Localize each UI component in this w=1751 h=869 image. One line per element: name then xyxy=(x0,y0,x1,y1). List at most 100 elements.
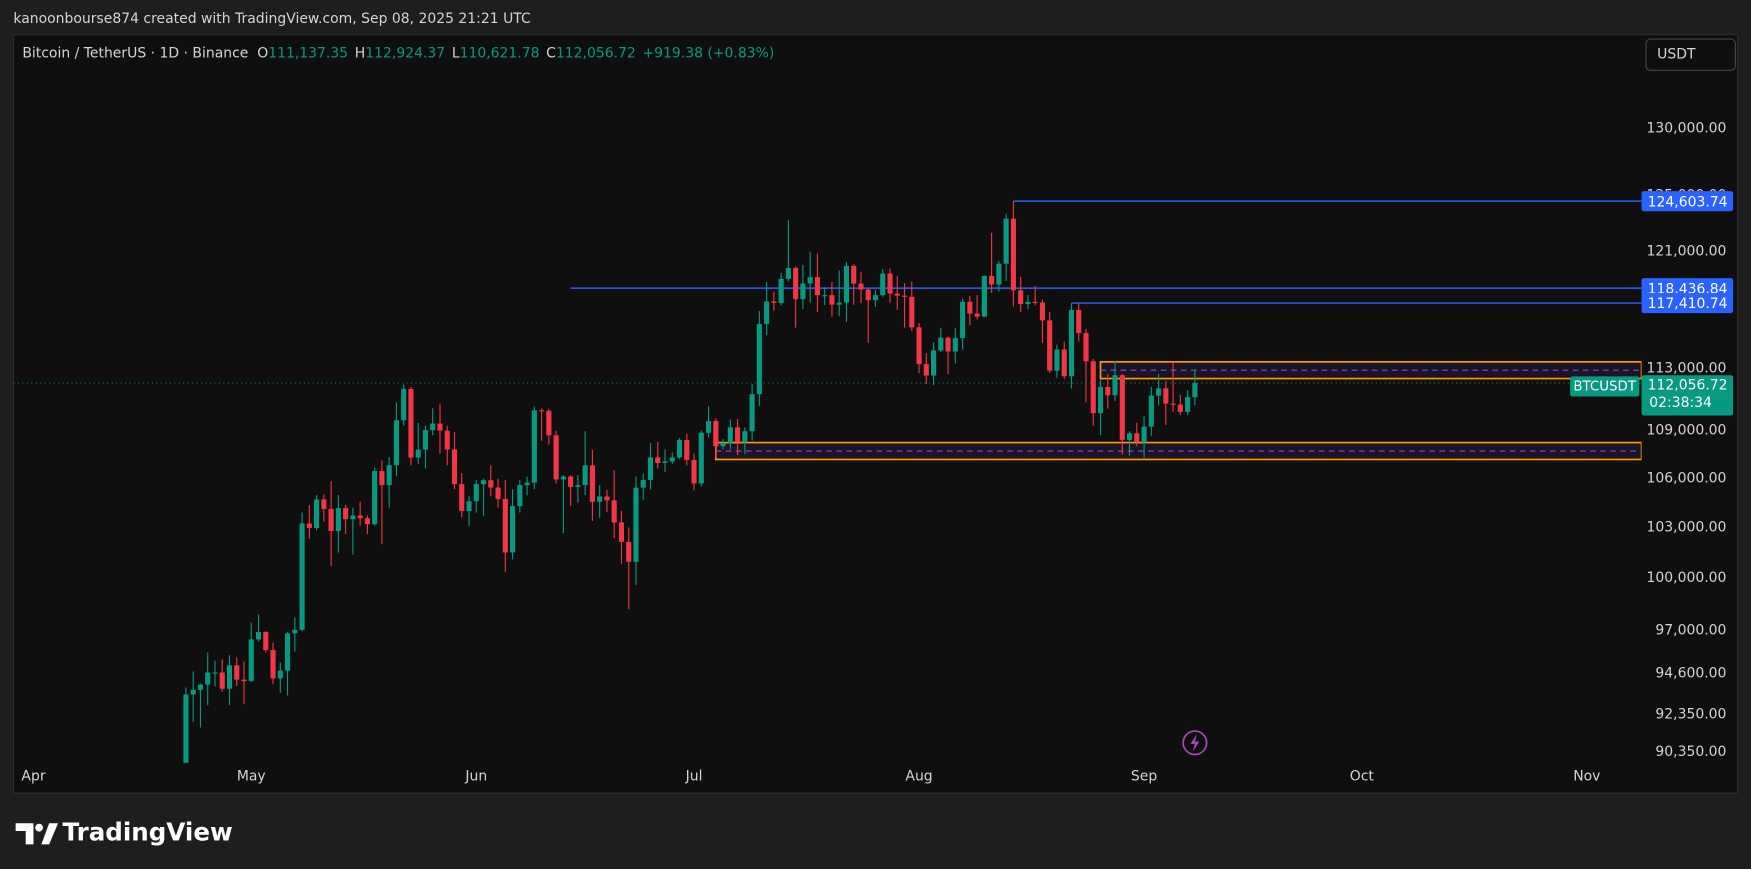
candle-body xyxy=(575,485,581,487)
countdown: 02:38:34 xyxy=(1649,395,1712,411)
y-tick-label: 106,000.00 xyxy=(1647,470,1727,486)
candle-body xyxy=(698,432,704,484)
candle-body xyxy=(357,515,363,519)
candle-body xyxy=(517,485,523,507)
candle-body xyxy=(785,267,791,279)
candle-body xyxy=(284,633,291,671)
candle-body xyxy=(255,631,262,640)
candle-body xyxy=(430,423,436,431)
candle-body xyxy=(1126,433,1133,440)
candle-body xyxy=(459,484,465,512)
lightning-circle[interactable] xyxy=(1182,730,1208,756)
candle-body xyxy=(1148,395,1154,427)
legend: Bitcoin / TetherUS · 1D · Binance O111,1… xyxy=(22,46,774,62)
open-value: 111,137.35 xyxy=(268,46,348,62)
candle-body xyxy=(705,421,712,433)
candle-body xyxy=(647,457,654,480)
candle-body xyxy=(887,273,893,294)
candle-body xyxy=(865,289,871,301)
candle-body xyxy=(1018,290,1024,305)
candle-body xyxy=(1083,333,1089,362)
candle-body xyxy=(894,293,900,296)
candle-body xyxy=(488,480,494,488)
candle-body xyxy=(1134,433,1140,443)
candle-body xyxy=(219,672,225,689)
candle-body xyxy=(923,364,929,376)
candle-body xyxy=(408,388,414,458)
candle-body xyxy=(778,278,784,303)
candle-body xyxy=(306,523,312,528)
candle-body xyxy=(771,301,777,303)
candle-body xyxy=(1003,218,1009,264)
y-tick-label: 90,350.00 xyxy=(1655,744,1726,760)
candle-body xyxy=(386,465,392,486)
candle-body xyxy=(720,442,726,447)
candle-body xyxy=(655,457,661,463)
candle-body xyxy=(1047,320,1053,371)
candle-body xyxy=(372,471,378,525)
last-price-tag xyxy=(1641,375,1734,416)
candle-body xyxy=(263,631,269,651)
candle-body xyxy=(589,465,595,502)
currency[interactable]: USDT xyxy=(1657,47,1696,63)
x-tick-label: May xyxy=(237,768,266,784)
candle-body xyxy=(292,629,298,634)
logo-dot xyxy=(35,823,43,832)
last-price-label: 112,056.72 xyxy=(1648,377,1728,393)
candle-body xyxy=(226,665,233,689)
candle-body xyxy=(248,639,254,682)
low-label: L xyxy=(452,46,460,62)
candle-body xyxy=(880,273,886,296)
candle-body xyxy=(560,476,566,480)
candle-body xyxy=(437,423,443,431)
candle-body xyxy=(1141,426,1147,443)
candle-body xyxy=(364,518,370,525)
candle-body xyxy=(1090,361,1096,414)
currency-button[interactable] xyxy=(1645,38,1736,71)
candle-body xyxy=(1054,349,1060,371)
logo-mark xyxy=(15,823,34,845)
candle-body xyxy=(843,265,850,303)
candle-body xyxy=(1076,309,1082,334)
candle-body xyxy=(277,670,283,679)
candle-body xyxy=(909,296,915,328)
candle-body xyxy=(633,487,639,562)
x-tick-label: Sep xyxy=(1131,768,1157,784)
candle-body xyxy=(531,410,537,483)
candle-body xyxy=(807,277,813,284)
candle-body xyxy=(1010,218,1016,291)
brand-logo: TradingView xyxy=(15,817,233,846)
candle-body xyxy=(1170,403,1176,405)
candle-body xyxy=(393,420,400,466)
candle-body xyxy=(676,440,683,458)
price-axis: 130,000.00125,000.00121,000.00113,000.00… xyxy=(1570,121,1734,760)
candle-body xyxy=(1039,302,1046,321)
candle-body xyxy=(618,522,625,542)
candle-body xyxy=(1177,404,1183,412)
candle-body xyxy=(1119,375,1125,440)
candle-body xyxy=(321,499,327,509)
candle-body xyxy=(568,476,574,487)
candle-body xyxy=(742,431,748,443)
candle-body xyxy=(422,430,429,450)
line-price-label: 124,603.74 xyxy=(1648,194,1728,210)
candle-body xyxy=(480,480,487,485)
candle-body xyxy=(597,496,603,502)
lightning-button[interactable] xyxy=(1182,730,1208,756)
candle-body xyxy=(669,457,675,462)
lightning-icon[interactable] xyxy=(1190,733,1200,752)
candle-body xyxy=(183,694,189,763)
candle-body xyxy=(241,679,247,682)
candle-body xyxy=(234,665,240,680)
candle-body xyxy=(872,295,879,301)
candle-body xyxy=(343,508,349,520)
candle-body xyxy=(444,430,450,450)
candle-body xyxy=(524,482,530,486)
candle-body xyxy=(996,263,1002,285)
candle-body xyxy=(960,301,966,339)
symbol: Bitcoin / TetherUS · 1D · Binance xyxy=(22,46,248,62)
candle-body xyxy=(473,484,479,502)
logo-mark xyxy=(41,823,59,845)
